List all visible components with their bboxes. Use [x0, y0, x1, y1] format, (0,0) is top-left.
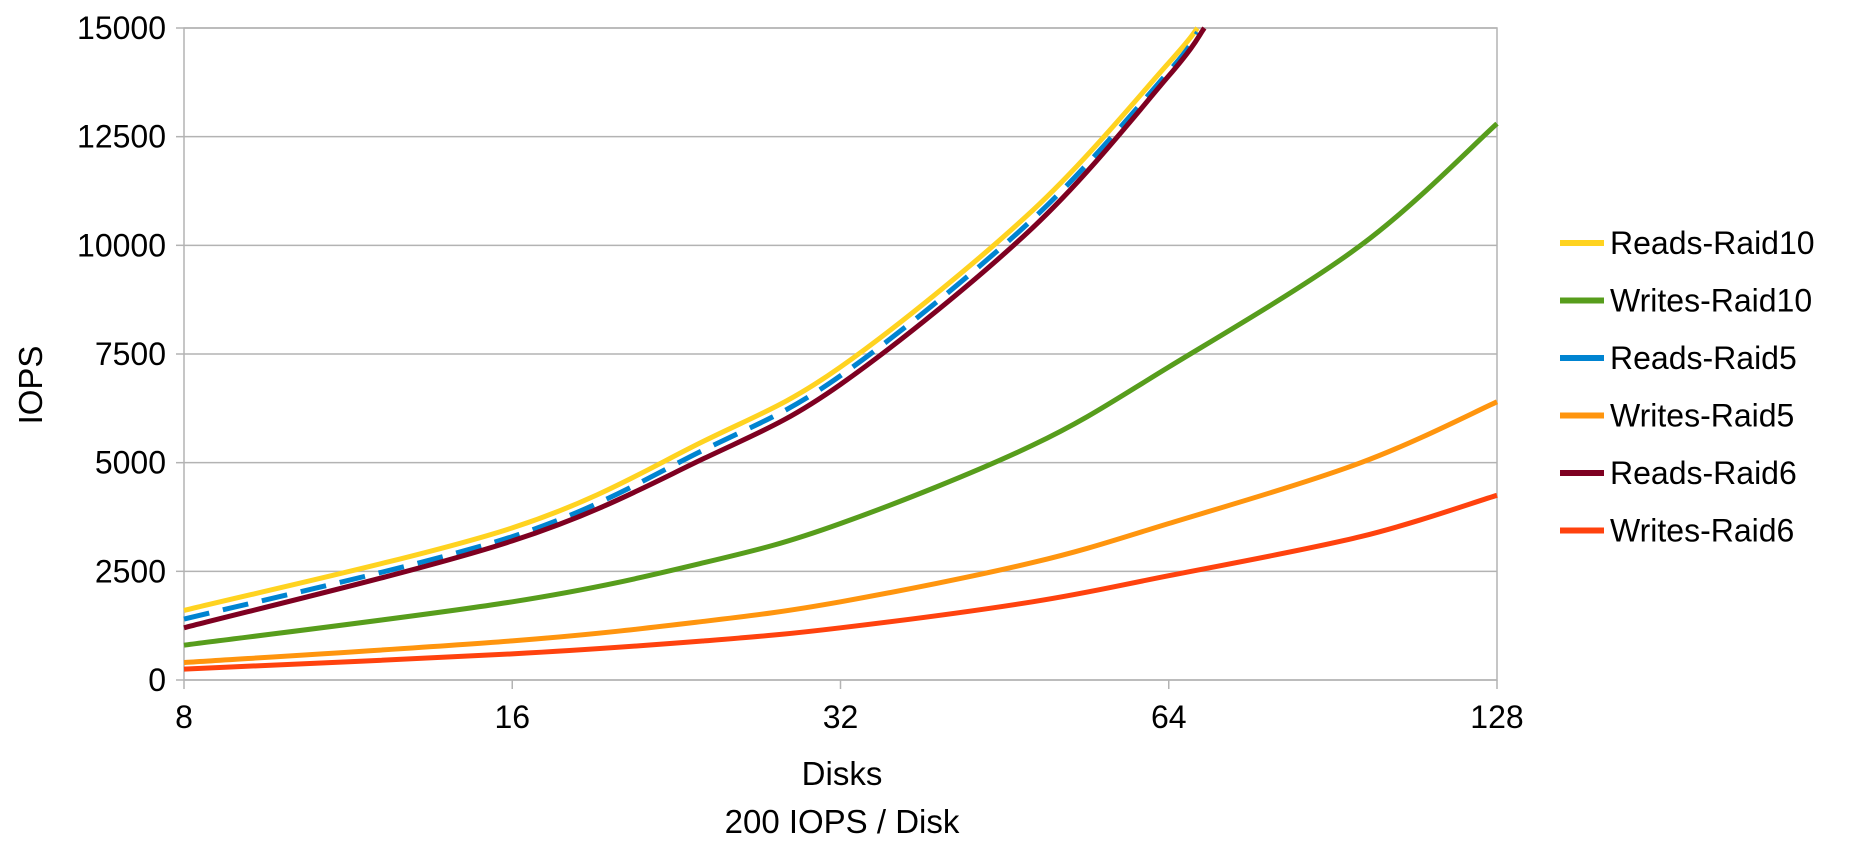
- legend-label-reads-raid6: Reads-Raid6: [1610, 455, 1797, 491]
- y-tick-label: 2500: [95, 553, 166, 589]
- legend-label-writes-raid10: Writes-Raid10: [1610, 283, 1812, 319]
- series-line-reads-raid10: [183, 26, 1200, 613]
- series-line-writes-raid5: [183, 399, 1499, 666]
- y-tick-label: 7500: [95, 336, 166, 372]
- gridlines: [184, 27, 1497, 681]
- x-tick-label: 128: [1470, 699, 1523, 735]
- legend-label-reads-raid10: Reads-Raid10: [1610, 225, 1815, 261]
- x-tick-label: 64: [1151, 699, 1187, 735]
- x-tick-label: 16: [494, 699, 530, 735]
- y-tick-label: 0: [148, 662, 166, 698]
- y-tick-label: 15000: [77, 10, 166, 46]
- x-axis-subtitle: 200 IOPS / Disk: [725, 803, 960, 840]
- series-line-writes-raid10: [183, 121, 1499, 648]
- x-tick-label: 32: [823, 699, 859, 735]
- series-line-writes-raid6: [183, 492, 1498, 672]
- y-axis-title: IOPS: [12, 346, 49, 425]
- legend-label-writes-raid5: Writes-Raid5: [1610, 398, 1794, 434]
- series-line-reads-raid5: [183, 30, 1200, 622]
- x-axis-title: Disks: [802, 755, 883, 792]
- x-tick-label: 8: [175, 699, 193, 735]
- series-lines: [183, 26, 1499, 672]
- y-tick-label: 12500: [77, 119, 166, 155]
- y-tick-label: 10000: [77, 227, 166, 263]
- series-line-reads-raid6: [183, 26, 1207, 631]
- y-tick-label: 5000: [95, 445, 166, 481]
- legend-label-reads-raid5: Reads-Raid5: [1610, 340, 1797, 376]
- y-axis-ticks: 0 2500 5000 7500 10000 12500 15000: [77, 10, 184, 698]
- legend: Reads-Raid10 Writes-Raid10 Reads-Raid5 Writ…: [1560, 225, 1815, 549]
- x-axis-ticks: 8 16 32 64 128: [175, 680, 1524, 735]
- legend-label-writes-raid6: Writes-Raid6: [1610, 513, 1794, 549]
